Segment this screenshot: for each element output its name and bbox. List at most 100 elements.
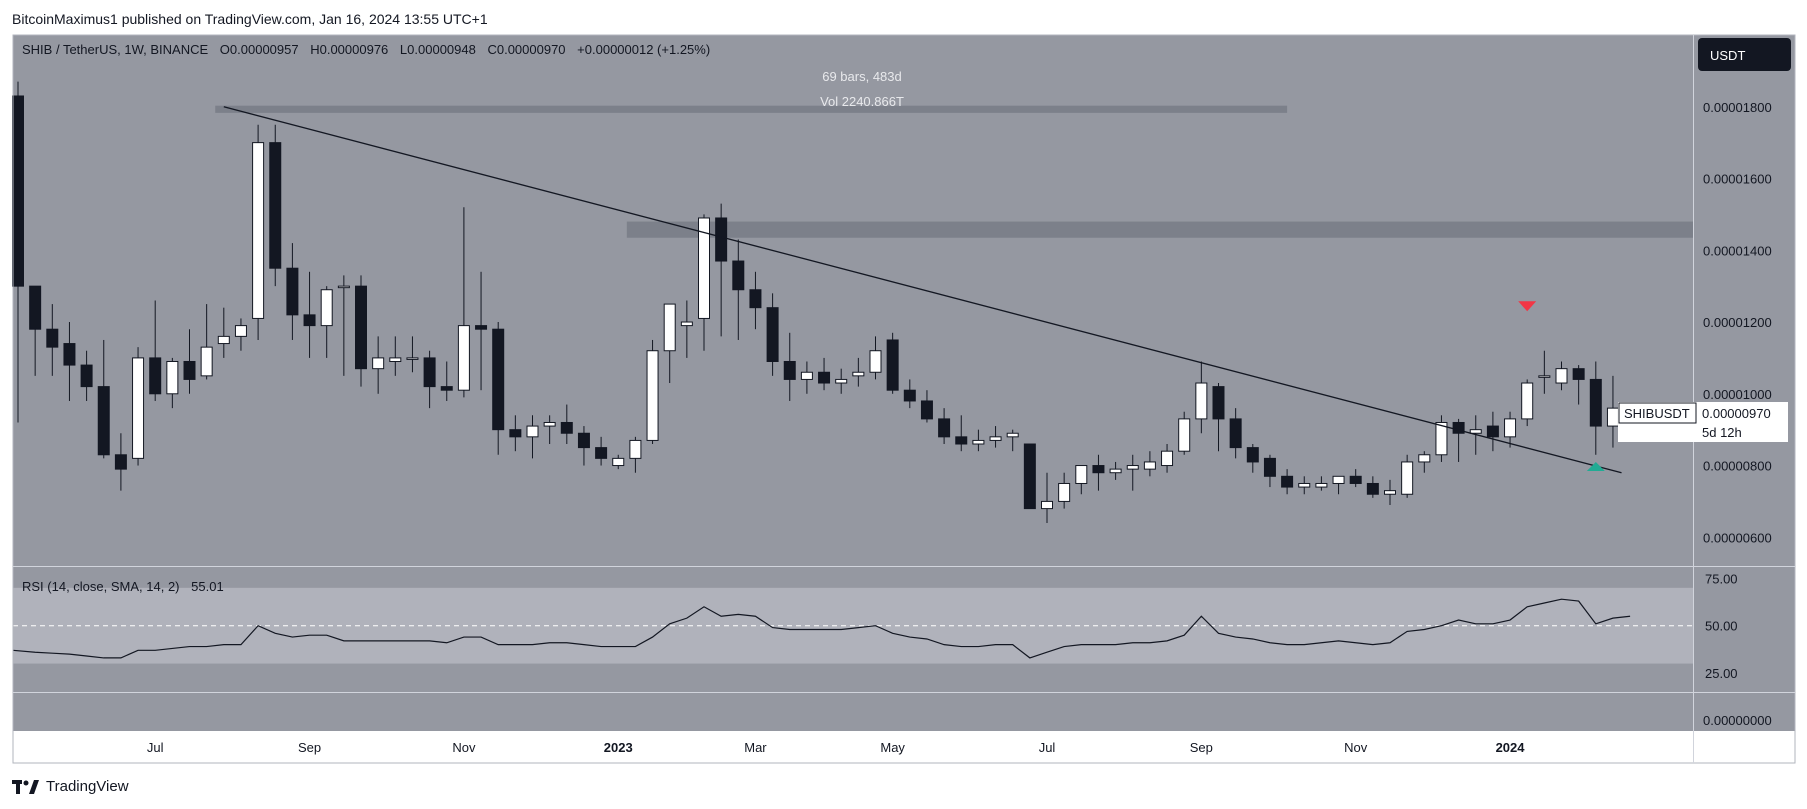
candle-body-down — [1229, 418, 1242, 449]
candle-body-up — [526, 425, 539, 438]
candle-body-up — [1315, 482, 1328, 488]
candle — [715, 203, 728, 337]
candle-body-up — [612, 457, 625, 467]
candle — [1161, 444, 1174, 473]
candle-body-up — [543, 421, 556, 427]
candle-body-up — [337, 285, 350, 289]
candle — [1229, 408, 1242, 459]
candle — [80, 350, 93, 401]
candle — [423, 350, 436, 409]
candle — [612, 454, 625, 470]
candle — [852, 357, 865, 387]
candle — [149, 300, 162, 401]
candle-body-down — [1092, 465, 1105, 474]
candle — [320, 286, 333, 358]
candle-body-down — [1452, 421, 1465, 434]
candle-body-up — [406, 357, 419, 360]
candle — [749, 271, 762, 330]
candle-body-down — [492, 328, 505, 431]
time-axis-label: 2023 — [604, 740, 633, 755]
candle-body-up — [989, 436, 1002, 441]
candle-body-down — [149, 357, 162, 395]
candle — [646, 339, 659, 445]
candle-body-down — [423, 357, 436, 388]
resistance-zone — [626, 221, 1694, 238]
volume-range-label: Vol 2240.866T — [820, 94, 904, 109]
candle-body-up — [1298, 482, 1311, 488]
rsi-indicator — [12, 587, 1693, 664]
candle-body-down — [903, 389, 916, 402]
candle-body-up — [1435, 421, 1448, 456]
candle — [595, 436, 608, 466]
candle-body-up — [166, 360, 179, 395]
candle — [1023, 443, 1036, 510]
candle-body-up — [835, 378, 848, 384]
candle-body-up — [663, 303, 676, 352]
candle-body-down — [577, 432, 590, 449]
candle-body-down — [595, 447, 608, 459]
candle — [818, 357, 831, 391]
candle-body-down — [749, 289, 762, 309]
candle — [1109, 461, 1122, 480]
candle — [800, 361, 813, 394]
candle-body-down — [1023, 443, 1036, 510]
time-axis-label: Nov — [1344, 740, 1368, 755]
candle-body-up — [1006, 432, 1019, 438]
candle — [698, 214, 710, 351]
ohlc-legend: SHIB / TetherUS, 1W, BINANCE O0.00000957… — [22, 42, 710, 57]
price-axis-label: 0.00000600 — [1703, 530, 1772, 545]
rsi-axis-label: 75.00 — [1705, 571, 1738, 586]
candle-body-down — [97, 386, 110, 456]
candle — [355, 275, 367, 387]
rsi-axis-labels: 75.00 50.00 25.00 — [1705, 571, 1738, 681]
price-axis-label: 0.00000000 — [1703, 713, 1772, 728]
time-axis-label: Sep — [1190, 740, 1213, 755]
candle — [286, 243, 299, 340]
candle-body-up — [1504, 418, 1517, 438]
candle — [114, 433, 127, 491]
price-axis-label: 0.00001200 — [1703, 315, 1772, 330]
bars-range-label: 69 bars, 483d — [822, 69, 902, 84]
candle — [509, 415, 522, 452]
time-axis-label: May — [880, 740, 905, 755]
price-axis-label: 0.00001600 — [1703, 172, 1772, 187]
legend-change: +0.00000012 (+1.25%) — [577, 42, 710, 57]
time-axis-label: Jul — [1039, 740, 1056, 755]
candle — [989, 426, 1002, 448]
tradingview-logo[interactable]: TradingView — [12, 778, 129, 795]
candle — [560, 404, 573, 445]
candle-body-up — [1555, 368, 1568, 384]
candle-body-down — [440, 386, 453, 391]
candle — [903, 379, 916, 409]
time-axis-background — [13, 692, 1795, 731]
tradingview-logo-text: TradingView — [46, 778, 129, 795]
candle-body-up — [1143, 461, 1156, 470]
candle — [457, 207, 470, 398]
candle — [1041, 472, 1053, 523]
candle-body-down — [886, 339, 899, 391]
candle — [389, 336, 402, 376]
candle — [1058, 472, 1071, 509]
candle-body-down — [355, 285, 367, 370]
legend-low-value: 0.00000948 — [407, 42, 476, 57]
candle-body-down — [1263, 457, 1276, 477]
candle — [475, 271, 488, 391]
published-by-line: BitcoinMaximus1 published on TradingView… — [12, 11, 488, 27]
candle — [1332, 475, 1345, 495]
candle-body-up — [972, 439, 985, 445]
candle-body-up — [1041, 500, 1053, 510]
candle-body-up — [1178, 418, 1191, 452]
candle — [97, 339, 110, 459]
candle-body-down — [114, 454, 127, 470]
descending-trendline — [223, 106, 1622, 474]
candle-body-down — [29, 285, 42, 330]
candle-body-up — [1075, 465, 1088, 484]
candle — [1384, 479, 1396, 506]
candle-body-down — [286, 267, 299, 316]
candle — [132, 347, 145, 466]
time-axis-labels: Jul Sep Nov 2023 Mar May Jul Sep Nov 2024 — [147, 740, 1525, 755]
candle — [543, 415, 556, 445]
currency-button[interactable]: USDT — [1698, 38, 1791, 71]
rsi-legend: RSI (14, close, SMA, 14, 2) 55.01 — [22, 579, 224, 594]
